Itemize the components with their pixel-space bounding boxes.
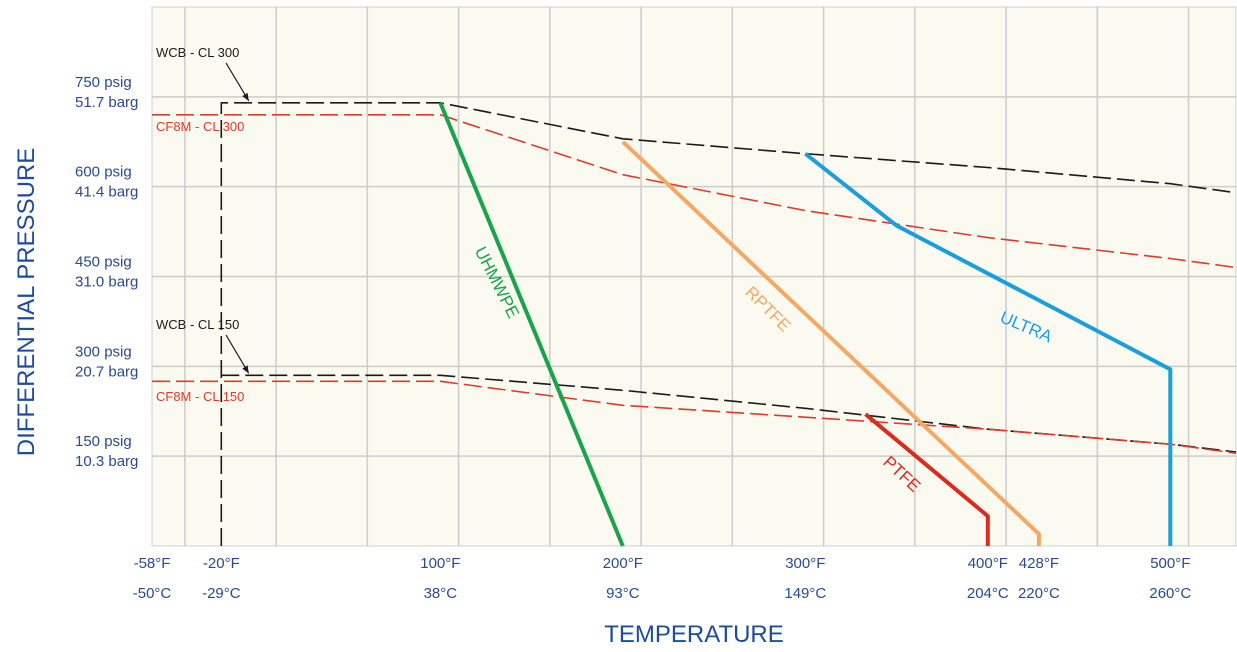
y-tick-label-barg: 31.0 barg	[75, 274, 138, 291]
y-tick-label-psig: 600 psig	[75, 164, 132, 181]
x-tick-label-c: 38°C	[424, 585, 458, 602]
x-axis-title: TEMPERATURE	[604, 621, 784, 648]
label-arrowhead	[242, 365, 249, 374]
x-tick-label-c: 204°C	[967, 585, 1009, 602]
series-layer	[152, 102, 1237, 547]
x-tick-label-f: -58°F	[134, 555, 171, 572]
series-line-ptfe	[864, 412, 990, 546]
x-tick-labels: -58°F -50°C -20°F -29°C 100°F 38°C 200°F 93°C 30…	[133, 555, 1192, 602]
x-tick-label-c: 149°C	[784, 585, 826, 602]
series-line-uhmwpe	[438, 102, 625, 547]
series-label: WCB - CL 300	[156, 45, 239, 60]
grid	[152, 7, 1236, 546]
y-tick-label-barg: 20.7 barg	[75, 363, 138, 380]
x-tick-label-c: -50°C	[133, 585, 172, 602]
label-arrowhead	[242, 92, 249, 101]
series-label: CF8M - CL 300	[156, 119, 244, 134]
series-line-ultra	[804, 152, 1173, 546]
x-tick-label-f: 500°F	[1150, 555, 1190, 572]
x-tick-label-c: 260°C	[1149, 585, 1191, 602]
x-tick-label-c: -29°C	[202, 585, 241, 602]
y-tick-label-psig: 750 psig	[75, 74, 132, 91]
y-tick-label-barg: 10.3 barg	[75, 453, 138, 470]
y-tick-label-barg: 51.7 barg	[75, 94, 138, 111]
label-leader-line	[225, 334, 250, 374]
y-tick-label-barg: 41.4 barg	[75, 184, 138, 201]
series-line-rptfe	[621, 140, 1041, 546]
x-tick-label-f: 200°F	[603, 555, 643, 572]
x-tick-label-f: 400°F	[968, 555, 1008, 572]
series-line-wcb-cl-300	[220, 102, 1237, 546]
y-tick-label-psig: 300 psig	[75, 343, 132, 360]
x-tick-label-f: -20°F	[203, 555, 240, 572]
x-tick-label-c: 93°C	[606, 585, 640, 602]
x-tick-label-f: 428°F	[1019, 555, 1059, 572]
y-tick-labels: 750 psig 51.7 barg 600 psig 41.4 barg 450 ps…	[75, 74, 138, 470]
x-tick-label-f: 100°F	[420, 555, 460, 572]
y-tick-label-psig: 450 psig	[75, 254, 132, 271]
x-tick-label-f: 300°F	[785, 555, 825, 572]
x-tick-label-c: 220°C	[1018, 585, 1060, 602]
y-axis-title: DIFFERENTIAL PRESSURE	[13, 148, 40, 457]
series-line-cf8m-cl-300	[152, 114, 1237, 269]
series-label: WCB - CL 150	[156, 317, 239, 332]
y-tick-label-psig: 150 psig	[75, 433, 132, 450]
series-label: CF8M - CL 150	[156, 389, 244, 404]
